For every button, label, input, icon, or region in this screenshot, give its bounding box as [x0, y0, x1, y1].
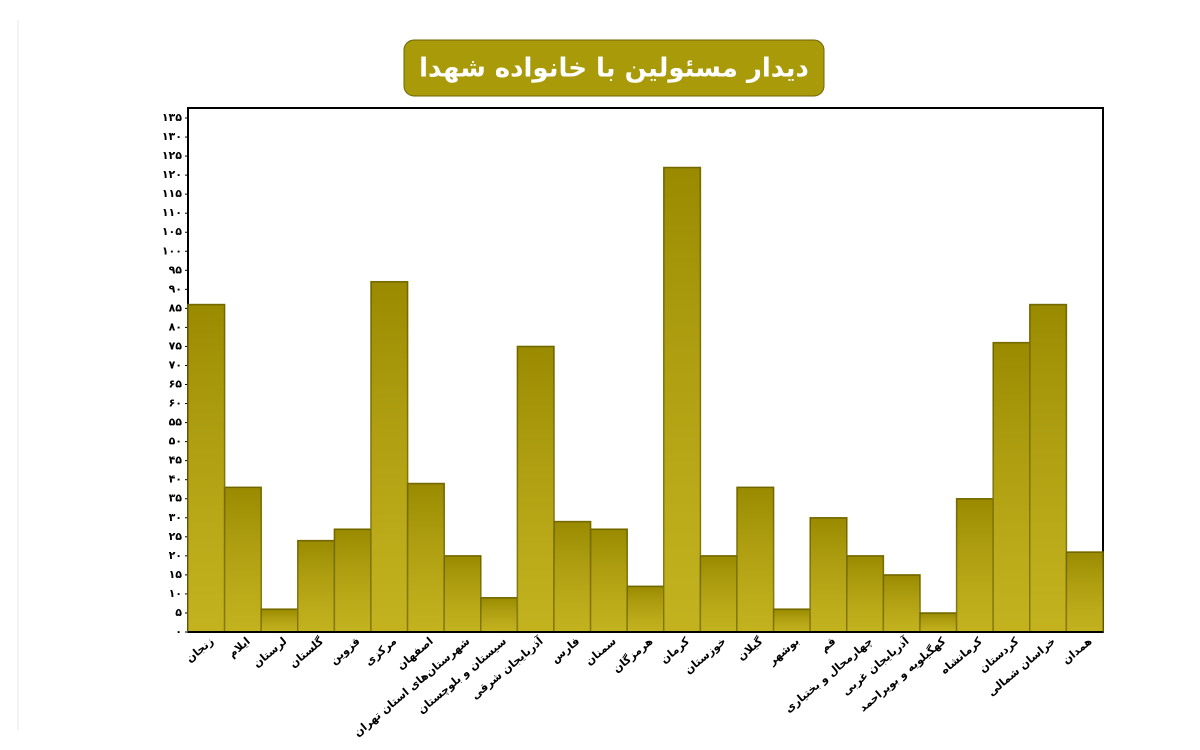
bar-shade	[261, 609, 298, 632]
y-tick-label: ۵۵	[169, 416, 183, 429]
bar-shade	[846, 555, 884, 632]
y-tick-label: ۱۱۰	[162, 206, 182, 219]
chart-title: دیدار مسئولین با خانواده شهدا	[419, 54, 809, 84]
y-tick-label: ۹۵	[169, 263, 183, 276]
bar-shade	[444, 555, 481, 632]
bar-shade	[883, 574, 920, 632]
x-tick-label: ایلام	[226, 635, 253, 661]
y-tick-label: ۱۰۵	[162, 225, 182, 238]
y-tick-label: ۱۳۰	[162, 130, 182, 143]
x-tick-label: گیلان	[735, 634, 766, 663]
bar-shade	[480, 597, 518, 632]
bar-shade	[810, 517, 847, 632]
x-tick-label: قزوین	[327, 635, 362, 667]
x-tick-label: خراسان شمالی	[985, 635, 1058, 699]
bar-shade	[188, 304, 225, 632]
bar-shade	[737, 487, 774, 632]
x-tick-label: زنجان	[183, 635, 216, 665]
bar-shade	[371, 281, 408, 632]
y-tick-label: ۷۰	[169, 358, 182, 371]
y-tick-label: ۵۰	[169, 435, 182, 448]
y-tick-label: ۶۵	[169, 378, 183, 391]
x-tick-label: هرمزگان	[610, 635, 655, 676]
title-box	[403, 39, 825, 97]
bar-shade	[700, 555, 737, 632]
y-tick-label: ۲۰	[169, 549, 182, 562]
bar-shade	[224, 487, 262, 632]
bar-shade	[407, 483, 445, 632]
x-tick-label: مرکزی	[362, 635, 399, 669]
y-tick-label: ۸۵	[169, 301, 183, 314]
x-tick-label: همدان	[1060, 635, 1095, 667]
bar-shade	[334, 529, 371, 632]
x-tick-label: بوشهر	[765, 635, 802, 669]
bar-shade	[773, 609, 811, 632]
y-tick-label: ۱۳۵	[162, 111, 182, 124]
y-tick-label: ۱۲۵	[162, 149, 182, 162]
y-tick-label: ۹۰	[169, 282, 182, 295]
y-tick-label: ۶۰	[169, 397, 182, 410]
y-tick-label: ۴۰	[169, 473, 182, 486]
x-tick-label: فارس	[549, 635, 583, 666]
bar-shade	[920, 612, 957, 632]
y-tick-label: ۱۵	[169, 568, 183, 581]
y-tick-label: ۴۵	[169, 454, 183, 467]
bar-shade	[993, 342, 1030, 632]
y-tick-label: ۱۱۵	[162, 187, 182, 200]
bar-shade	[1066, 552, 1103, 632]
y-tick-label: ۰	[175, 625, 182, 638]
y-tick-label: ۵	[175, 606, 182, 619]
bar-shade	[554, 521, 591, 632]
y-tick-label: ۲۵	[169, 530, 183, 543]
y-tick-label: ۱۰۰	[162, 244, 182, 257]
x-tick-label: کرمانشاه	[938, 634, 985, 677]
y-tick-label: ۱۲۰	[162, 168, 182, 181]
bar-shade	[1029, 304, 1067, 632]
x-tick-label: قم	[818, 635, 838, 655]
bar-shade	[297, 540, 335, 632]
bar-shade	[590, 529, 628, 632]
y-tick-label: ۳۰	[169, 511, 182, 524]
bar-shade	[517, 346, 554, 632]
bar-shade	[627, 586, 664, 632]
y-tick-label: ۳۵	[169, 492, 183, 505]
bar-shade	[663, 167, 701, 633]
x-tick-label: لرستان	[251, 635, 290, 671]
y-tick-label: ۷۵	[169, 339, 183, 352]
y-tick-label: ۸۰	[169, 320, 182, 333]
x-tick-label: گلستان	[287, 634, 327, 670]
bar-shade	[956, 498, 994, 632]
y-tick-label: ۱۰	[169, 587, 182, 600]
